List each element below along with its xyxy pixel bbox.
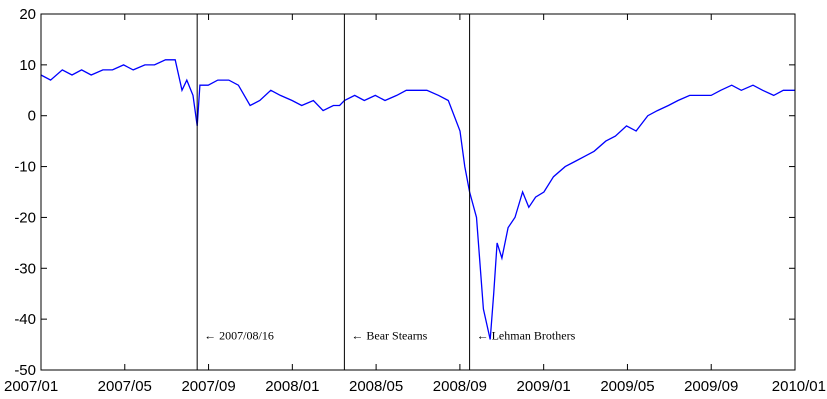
x-tick-label: 2008/01 (265, 378, 319, 395)
y-tick-label: -50 (14, 362, 36, 379)
x-tick-label: 2008/09 (433, 378, 487, 395)
x-tick-label: 2007/05 (98, 378, 152, 395)
event-label: ← 2007/08/16 (204, 328, 274, 342)
y-tick-label: -40 (14, 311, 36, 328)
y-tick-label: -20 (14, 209, 36, 226)
plot-frame (40, 13, 796, 371)
event-label: ← Lehman Brothers (477, 328, 576, 342)
x-tick-label: 2009/01 (517, 378, 571, 395)
event-label: ← Bear Stearns (351, 328, 427, 342)
y-tick-label: 10 (19, 57, 36, 74)
x-tick-label: 2009/09 (684, 378, 738, 395)
y-tick-label: -30 (14, 260, 36, 277)
x-tick-label: 2007/01 (4, 378, 58, 395)
x-tick-label: 2010/01 (772, 378, 826, 395)
y-tick-label: 0 (28, 108, 36, 125)
y-tick-label: -10 (14, 159, 36, 176)
x-tick-label: 2007/09 (181, 378, 235, 395)
y-tick-label: 20 (19, 6, 36, 23)
x-tick-label: 2009/05 (600, 378, 654, 395)
series-line (40, 59, 795, 340)
x-tick-label: 2008/05 (349, 378, 403, 395)
